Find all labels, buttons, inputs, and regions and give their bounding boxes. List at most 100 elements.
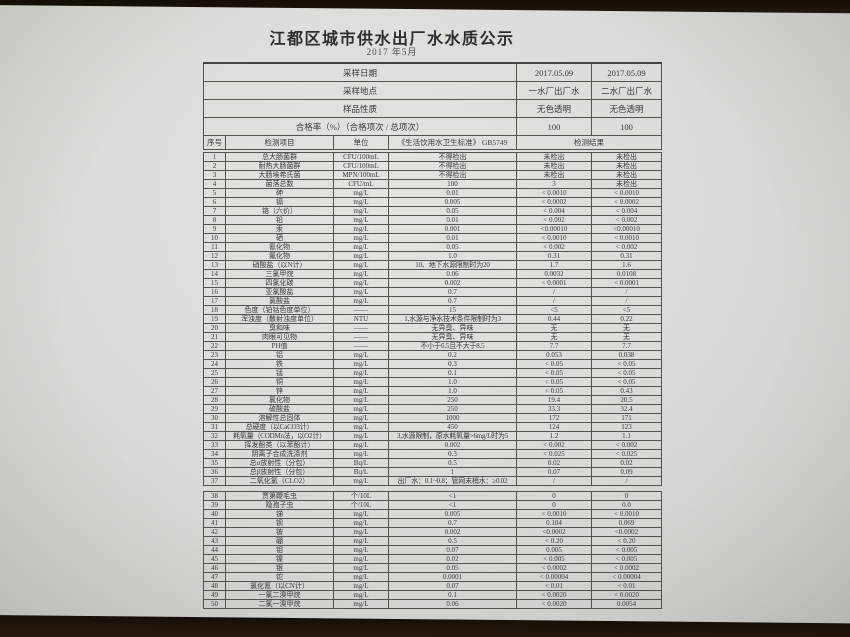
row-item: 镍 bbox=[225, 554, 334, 564]
row-no: 11 bbox=[203, 242, 226, 252]
info-value-plant2: 无色透明 bbox=[591, 99, 663, 118]
row-result-plant2: 0.038 bbox=[591, 350, 662, 360]
row-result-plant2: < 0.0020 bbox=[591, 590, 662, 600]
row-no: 6 bbox=[203, 197, 226, 207]
row-result-plant2: < 0.05 bbox=[591, 368, 662, 378]
row-standard: 250 bbox=[388, 395, 517, 405]
row-item: 二氯一溴甲烷 bbox=[225, 599, 334, 609]
row-result-plant2: < 0.005 bbox=[591, 554, 662, 564]
row-unit: mg/L bbox=[333, 563, 389, 573]
row-unit: 个/10L bbox=[333, 500, 389, 510]
row-standard: 不得检出 bbox=[388, 152, 517, 162]
info-table: 采样日期 2017.05.09 2017.05.09 采样地点 一水厂出厂水 二… bbox=[202, 62, 663, 150]
row-standard: 不小于6.5且不大于8.5 bbox=[388, 341, 517, 351]
row-item: 大肠埃希氏菌 bbox=[225, 170, 334, 180]
row-item: 镉 bbox=[225, 197, 334, 207]
row-result-plant2: < 0.0002 bbox=[591, 197, 662, 207]
row-unit: mg/L bbox=[333, 545, 389, 555]
table-row: 14 三氯甲烷 mg/L 0.06 0.0032 0.0108 bbox=[203, 269, 662, 279]
row-result-plant1: < 0.05 bbox=[516, 368, 592, 378]
row-standard: 1.0 bbox=[388, 377, 517, 387]
row-item: 浑浊度（散射浊度单位） bbox=[225, 314, 334, 324]
row-no: 7 bbox=[203, 206, 226, 216]
row-unit: mg/L bbox=[333, 527, 389, 537]
info-value-plant2: 100 bbox=[591, 117, 663, 136]
row-result-plant1: < 0.0010 bbox=[516, 509, 592, 519]
row-item: 氟化物 bbox=[225, 251, 334, 261]
page-subtitle: 2017 年5月 bbox=[366, 47, 418, 57]
table-row: 21 肉眼可见物 —— 无异臭、异味无无 bbox=[203, 332, 662, 342]
row-unit: mg/L bbox=[333, 404, 389, 414]
row-item: 一氯二溴甲烷 bbox=[225, 590, 334, 600]
row-standard: 0.005 bbox=[388, 509, 517, 519]
row-result-plant2: 0.02 bbox=[591, 458, 662, 468]
row-standard: 0.01 bbox=[388, 233, 517, 243]
row-item: 铬（六价） bbox=[225, 206, 334, 216]
row-result-plant2: 32.4 bbox=[591, 404, 662, 414]
row-result-plant1: <0.00010 bbox=[516, 224, 592, 234]
row-standard: <1 bbox=[388, 500, 517, 510]
table-row: 48 氯化氰（以CN计） mg/L 0.07 < 0.01 < 0.01 bbox=[203, 581, 662, 591]
table-row: 47 铊 mg/L 0.0001 < 0.00004 < 0.00004 bbox=[203, 572, 662, 582]
row-result-plant2: < 0.20 bbox=[591, 536, 662, 546]
table-row: 12 氟化物 mg/L 1.0 0.31 0.31 bbox=[203, 251, 662, 261]
row-item: 总α放射性（分包） bbox=[225, 458, 334, 468]
table-row: 44 钼 mg/L 0.07 0.005 < 0.005 bbox=[203, 545, 662, 555]
row-result-plant1: < 0.01 bbox=[516, 581, 592, 591]
row-standard: 1.0 bbox=[388, 251, 517, 261]
table-row: 40 锑 mg/L 0.005 < 0.0010 < 0.0010 bbox=[203, 509, 662, 519]
row-unit: mg/L bbox=[333, 431, 389, 441]
row-result-plant2: / bbox=[591, 476, 662, 486]
row-result-plant1: 0.0032 bbox=[516, 269, 592, 279]
row-result-plant2: 无 bbox=[591, 323, 662, 333]
table-row: 36 总β放射性（分包） Bq/L 1 0.07 0.09 bbox=[203, 467, 662, 477]
row-unit: mg/L bbox=[333, 572, 389, 582]
row-no: 50 bbox=[203, 599, 226, 609]
row-no: 4 bbox=[203, 179, 226, 189]
table-row: 33 挥发酚类（以苯酚计） mg/L 0.002 < 0.002 < 0.002 bbox=[203, 440, 662, 450]
row-no: 39 bbox=[203, 500, 226, 510]
row-standard: 0.5 bbox=[388, 536, 517, 546]
row-standard: 0.7 bbox=[388, 296, 517, 306]
row-no: 2 bbox=[203, 161, 226, 171]
row-result-plant1: / bbox=[516, 476, 592, 486]
row-result-plant2: 0.069 bbox=[591, 518, 662, 528]
row-result-plant2: < 0.0002 bbox=[591, 563, 662, 573]
row-no: 20 bbox=[203, 323, 226, 333]
row-unit: 个/10L bbox=[333, 491, 389, 501]
row-item: 总β放射性（分包） bbox=[225, 467, 334, 477]
row-standard: 1,水源与净水技术条件限制时为3 bbox=[388, 314, 517, 324]
row-result-plant2: / bbox=[591, 296, 662, 306]
row-no: 34 bbox=[203, 449, 226, 459]
row-item: 硫酸盐 bbox=[225, 404, 334, 414]
row-result-plant1: < 0.002 bbox=[516, 242, 592, 252]
row-standard: 3,水源限制，原水耗氧量>6mg/L时为5 bbox=[388, 431, 517, 441]
row-standard: 100 bbox=[388, 179, 517, 189]
row-no: 1 bbox=[203, 152, 226, 162]
table-row: 28 氯化物 mg/L 250 19.4 20.5 bbox=[203, 395, 662, 405]
row-no: 22 bbox=[203, 341, 226, 351]
row-result-plant1: 3 bbox=[516, 179, 592, 189]
row-result-plant2: <5 bbox=[591, 305, 662, 315]
row-item: 肉眼可见物 bbox=[225, 332, 334, 342]
row-no: 14 bbox=[203, 269, 226, 279]
info-row-pass-rate: 合格率（%）（合格项次 / 总项次） 100 100 bbox=[202, 117, 663, 136]
row-result-plant1: 0 bbox=[516, 500, 592, 510]
row-result-plant2: 未检出 bbox=[591, 152, 662, 162]
info-value-plant1: 2017.05.09 bbox=[516, 62, 593, 82]
row-result-plant1: 0.02 bbox=[516, 458, 592, 468]
row-result-plant1: 7.7 bbox=[516, 341, 592, 351]
row-standard: 出厂水：0.1~0.8；管网末梢水：≥0.02 bbox=[388, 476, 517, 486]
row-unit: MPN/100mL bbox=[333, 170, 389, 180]
row-unit: mg/L bbox=[333, 509, 389, 519]
row-standard: 0.002 bbox=[388, 278, 517, 288]
row-item: 耗氧量（CODMn法，以O2计） bbox=[225, 431, 334, 441]
col-header-standard: 《生活饮用水卫生标准》 GB5749 bbox=[387, 135, 518, 150]
row-no: 36 bbox=[203, 467, 226, 477]
row-no: 26 bbox=[203, 377, 226, 387]
row-standard: 15 bbox=[388, 305, 517, 315]
row-standard: 无异臭、异味 bbox=[388, 332, 517, 342]
row-item: 硼 bbox=[225, 536, 334, 546]
row-result-plant2: < 0.002 bbox=[591, 242, 662, 252]
row-result-plant1: <0.0002 bbox=[516, 527, 592, 537]
